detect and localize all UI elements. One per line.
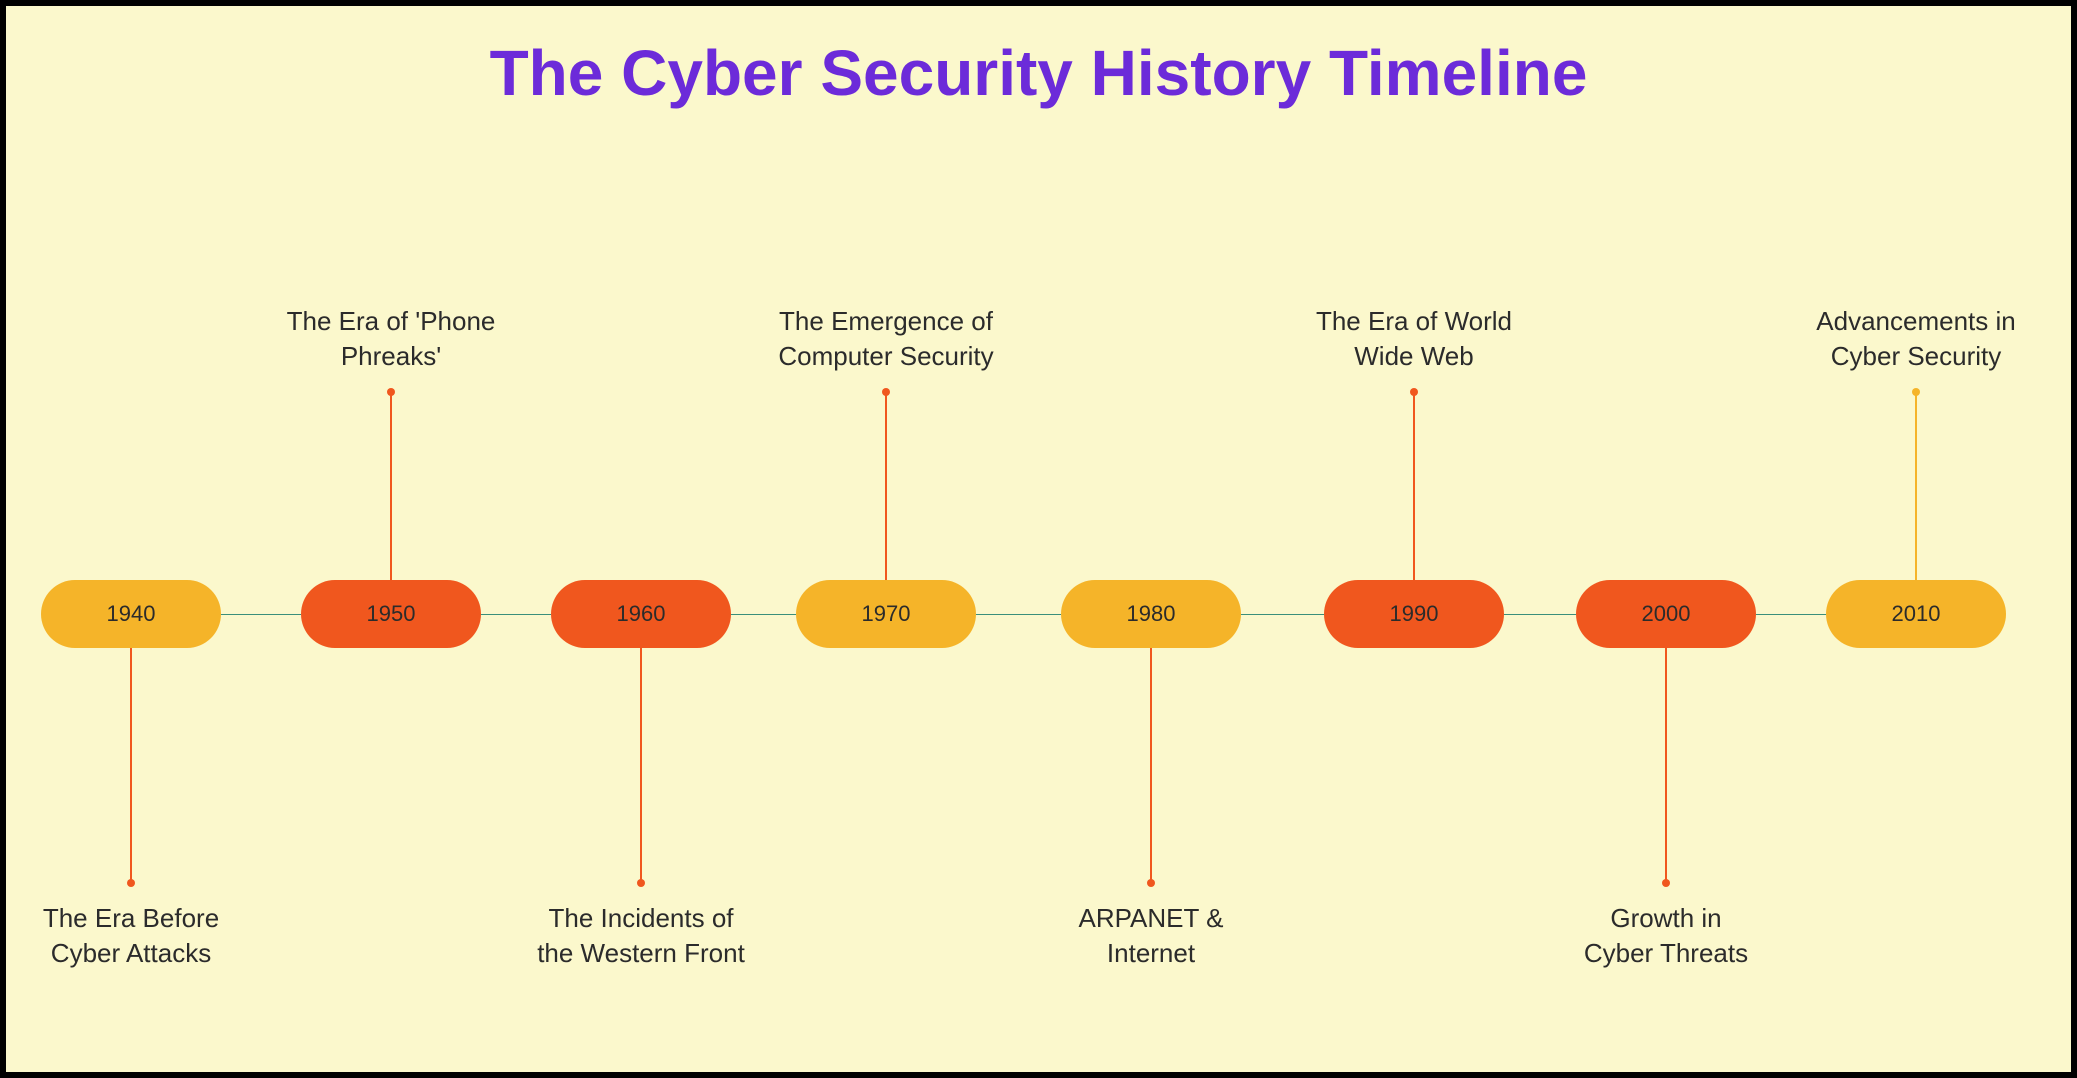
timeline-title: The Cyber Security History Timeline xyxy=(6,36,2071,110)
timeline-axis-segment xyxy=(976,614,1061,615)
timeline-year: 1950 xyxy=(367,601,416,627)
timeline-event-label: ARPANET & Internet xyxy=(1051,901,1251,971)
timeline-axis-segment xyxy=(1241,614,1324,615)
timeline-event-label: The Era Before Cyber Attacks xyxy=(11,901,251,971)
timeline-connector-dot xyxy=(882,388,890,396)
timeline-year: 1940 xyxy=(107,601,156,627)
timeline-pill-1950: 1950 xyxy=(301,580,481,648)
timeline-year: 2000 xyxy=(1642,601,1691,627)
timeline-year: 1970 xyxy=(862,601,911,627)
timeline-frame: The Cyber Security History Timeline 1940… xyxy=(0,0,2077,1078)
timeline-year: 2010 xyxy=(1892,601,1941,627)
timeline-event-label: The Incidents of the Western Front xyxy=(501,901,781,971)
timeline-pill-2010: 2010 xyxy=(1826,580,2006,648)
timeline-axis-segment xyxy=(481,614,551,615)
timeline-connector-dot xyxy=(1410,388,1418,396)
timeline-connector xyxy=(390,392,392,580)
timeline-pill-1970: 1970 xyxy=(796,580,976,648)
timeline-axis-segment xyxy=(731,614,796,615)
timeline-axis-segment xyxy=(1504,614,1576,615)
timeline-connector-dot xyxy=(1912,388,1920,396)
timeline-event-label: The Era of World Wide Web xyxy=(1284,304,1544,374)
timeline-event-label: The Emergence of Computer Security xyxy=(736,304,1036,374)
timeline-pill-1980: 1980 xyxy=(1061,580,1241,648)
timeline-event-label: The Era of 'Phone Phreaks' xyxy=(261,304,521,374)
timeline-connector xyxy=(640,648,642,883)
timeline-connector xyxy=(1413,392,1415,580)
timeline-pill-1960: 1960 xyxy=(551,580,731,648)
timeline-connector xyxy=(130,648,132,883)
timeline-connector xyxy=(885,392,887,580)
timeline-connector-dot xyxy=(1662,879,1670,887)
timeline-year: 1980 xyxy=(1127,601,1176,627)
timeline-pill-2000: 2000 xyxy=(1576,580,1756,648)
timeline-event-label: Advancements in Cyber Security xyxy=(1786,304,2046,374)
timeline-event-label: Growth in Cyber Threats xyxy=(1556,901,1776,971)
timeline-connector-dot xyxy=(127,879,135,887)
timeline-pill-1990: 1990 xyxy=(1324,580,1504,648)
timeline-pill-1940: 1940 xyxy=(41,580,221,648)
timeline-canvas: The Cyber Security History Timeline 1940… xyxy=(6,6,2071,1072)
timeline-year: 1990 xyxy=(1390,601,1439,627)
timeline-connector xyxy=(1915,392,1917,580)
timeline-axis-segment xyxy=(1756,614,1826,615)
timeline-axis-segment xyxy=(221,614,301,615)
timeline-connector xyxy=(1150,648,1152,883)
timeline-year: 1960 xyxy=(617,601,666,627)
timeline-connector xyxy=(1665,648,1667,883)
timeline-connector-dot xyxy=(387,388,395,396)
timeline-connector-dot xyxy=(1147,879,1155,887)
timeline-connector-dot xyxy=(637,879,645,887)
